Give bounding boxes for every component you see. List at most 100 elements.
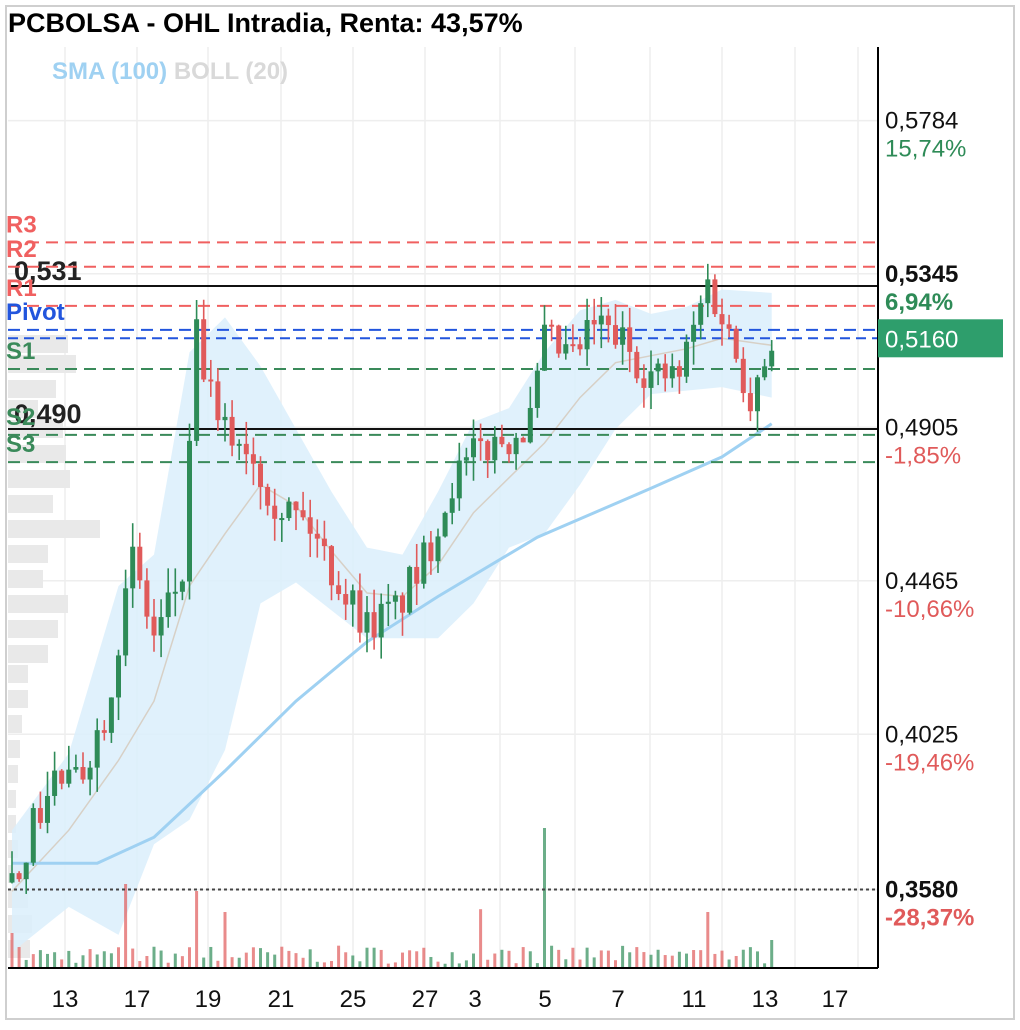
volume-profile-bar bbox=[8, 495, 53, 513]
volume-bar bbox=[720, 950, 724, 968]
volume-bar bbox=[266, 952, 270, 968]
volume-bar bbox=[287, 950, 291, 968]
volume-bar bbox=[145, 956, 149, 968]
volume-bar bbox=[379, 949, 383, 968]
candle-body bbox=[158, 617, 164, 636]
candle-body bbox=[747, 393, 753, 412]
volume-profile bbox=[8, 335, 100, 958]
volume-bar bbox=[457, 963, 461, 968]
volume-bar bbox=[216, 960, 220, 968]
volume-bar bbox=[280, 946, 284, 968]
volume-profile-bar bbox=[8, 400, 38, 418]
candle-body bbox=[669, 366, 675, 379]
volume-profile-bar bbox=[8, 715, 22, 733]
pivot-level-label: S2 bbox=[6, 404, 35, 431]
candle-body bbox=[172, 591, 178, 594]
candle-body bbox=[414, 566, 420, 584]
price-tick-percent: -28,37% bbox=[885, 905, 974, 932]
candle-body bbox=[101, 730, 107, 733]
volume-profile-bar bbox=[8, 690, 28, 708]
candle-body bbox=[449, 498, 455, 513]
volume-profile-bar bbox=[8, 520, 100, 538]
horizontal-line-label: 0,490 bbox=[14, 399, 82, 429]
volume-bar bbox=[180, 956, 184, 968]
price-tick-label: 0,4025 bbox=[885, 721, 958, 748]
volume-bar bbox=[670, 955, 674, 968]
candle-body bbox=[208, 379, 214, 382]
date-tick-label: 27 bbox=[412, 986, 439, 1013]
candle-body bbox=[534, 370, 540, 408]
volume-profile-bar bbox=[8, 645, 48, 663]
current-price-label: 0,5160 bbox=[885, 326, 958, 353]
bollinger-band-area bbox=[12, 289, 772, 953]
sma-legend-label[interactable]: SMA (100) bbox=[52, 58, 168, 85]
date-tick-label: 7 bbox=[611, 986, 624, 1013]
volume-bar bbox=[46, 953, 49, 968]
candle-body bbox=[137, 546, 143, 581]
volume-bar bbox=[202, 957, 206, 968]
volume-bar bbox=[386, 963, 390, 968]
candle-body bbox=[385, 601, 391, 604]
volume-bar bbox=[535, 963, 539, 968]
candle-body bbox=[684, 341, 689, 377]
volume-bar bbox=[88, 949, 92, 968]
date-tick-label: 25 bbox=[340, 986, 367, 1013]
candle-body bbox=[662, 363, 668, 379]
date-tick-label: 21 bbox=[268, 986, 295, 1013]
candle-body bbox=[123, 588, 129, 656]
candle-body bbox=[378, 603, 384, 638]
volume-bar bbox=[557, 949, 561, 968]
volume-bar bbox=[351, 955, 355, 968]
volume-bar bbox=[748, 947, 752, 968]
price-tick-percent: -10,66% bbox=[885, 596, 974, 623]
volume-bars bbox=[10, 828, 774, 968]
boll-legend-label[interactable]: BOLL (20) bbox=[173, 58, 289, 85]
candle-body bbox=[300, 510, 306, 518]
candle-body bbox=[740, 358, 746, 394]
pivot-level-label: R1 bbox=[6, 275, 37, 302]
volume-bar bbox=[656, 949, 660, 968]
volume-profile-bar bbox=[8, 665, 28, 683]
volume-bar bbox=[401, 952, 404, 968]
candle-body bbox=[556, 325, 562, 354]
candle-body bbox=[80, 767, 86, 780]
candle-body bbox=[485, 441, 491, 461]
volume-bar bbox=[330, 961, 333, 968]
volume-bar bbox=[294, 953, 298, 968]
volume-bar bbox=[117, 947, 120, 968]
candle-body bbox=[492, 436, 498, 461]
volume-bar bbox=[230, 957, 234, 968]
volume-bar bbox=[727, 959, 731, 968]
candle-body bbox=[243, 443, 249, 455]
volume-bar bbox=[74, 962, 78, 968]
volume-bar bbox=[237, 957, 241, 968]
volume-bar bbox=[365, 947, 369, 968]
candle-body bbox=[471, 438, 476, 458]
volume-profile-bar bbox=[8, 335, 68, 353]
volume-bar bbox=[592, 957, 596, 968]
candle-body bbox=[201, 319, 207, 380]
candle-body bbox=[542, 324, 547, 371]
volume-bar bbox=[251, 947, 255, 968]
candle-body bbox=[506, 444, 512, 455]
volume-bar bbox=[692, 950, 696, 968]
volume-bar bbox=[571, 947, 575, 968]
volume-bar bbox=[24, 959, 28, 968]
candle-body bbox=[549, 324, 555, 327]
volume-bar bbox=[429, 956, 433, 968]
volume-profile-bar bbox=[8, 740, 20, 758]
candle-body bbox=[620, 327, 626, 345]
candle-body bbox=[321, 538, 327, 547]
candle-body bbox=[364, 612, 370, 633]
volume-bar bbox=[273, 954, 277, 968]
candle-body bbox=[755, 377, 760, 412]
candle-body bbox=[179, 581, 185, 592]
candle-body bbox=[762, 366, 768, 378]
candle-body bbox=[442, 512, 448, 537]
volume-bar bbox=[528, 951, 532, 968]
price-tick-label: 0,3580 bbox=[885, 877, 958, 904]
pivot-level-label: Pivot bbox=[6, 299, 65, 326]
volume-bar bbox=[152, 946, 156, 968]
candle-body bbox=[712, 279, 718, 315]
